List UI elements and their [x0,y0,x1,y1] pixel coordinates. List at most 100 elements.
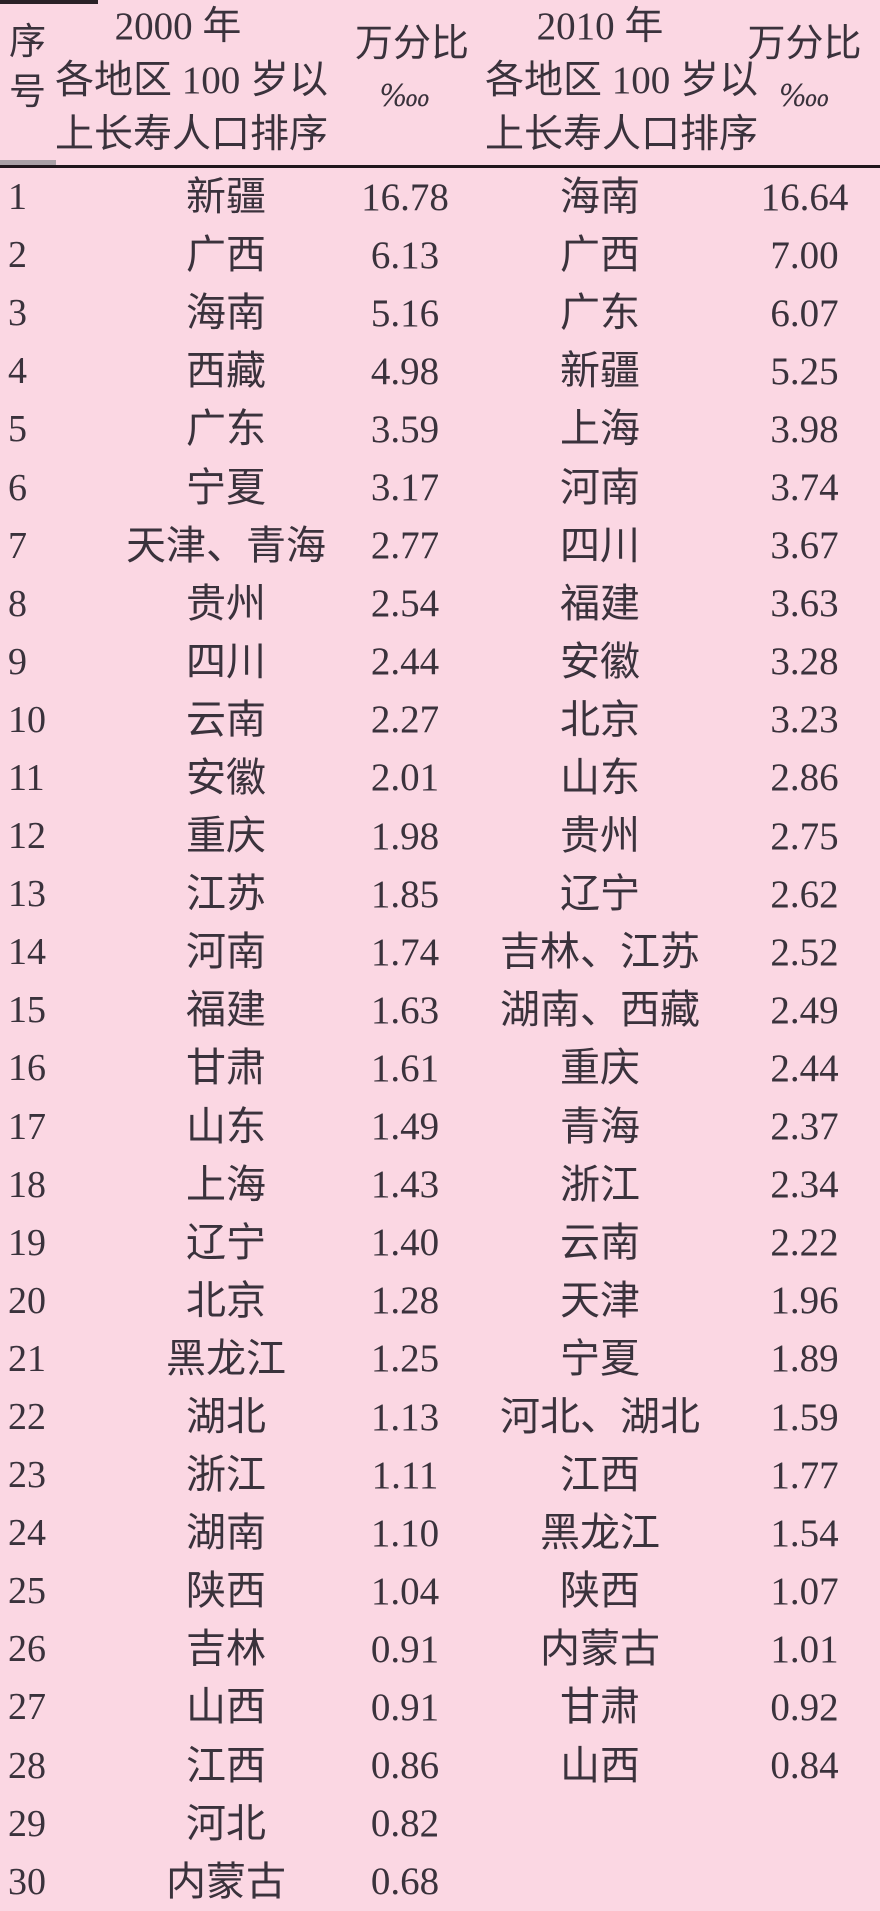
seq-cell: 24 [8,1512,46,1555]
seq-cell: 11 [8,756,45,799]
province-2010-cell: 新疆 [560,348,640,394]
header-2000-line2: 各地区 100 岁以 [55,59,329,102]
province-2000-cell: 北京 [186,1277,266,1323]
province-2010-cell: 四川 [560,522,640,568]
table-row: 2 广西 6.13 广西 7.00 [0,226,880,284]
value-2010-cell: 2.62 [770,872,839,916]
value-2000-cell: 0.68 [370,1860,440,1904]
table-row: 29 河北 0.82 [0,1795,880,1853]
header-2010-line1: 2010 年 [536,5,664,48]
province-2000-cell: 广东 [186,406,266,452]
header-seq-line2: 号 [9,72,46,113]
value-2010-cell: 1.96 [770,1279,839,1323]
value-2000-cell: 0.91 [370,1627,440,1671]
province-2010-cell: 湖南、西藏 [500,987,700,1033]
value-2010-cell: 3.98 [770,407,839,451]
province-2000-cell: 吉林 [186,1626,266,1672]
value-2000-cell: 4.98 [370,349,440,393]
value-2000-cell: 0.82 [370,1802,440,1846]
table-row: 1 新疆 16.78 海南 16.64 [0,168,880,226]
value-2010-cell: 1.59 [770,1395,839,1439]
seq-cell: 9 [8,640,27,683]
province-2000-cell: 河南 [186,929,266,975]
table-row: 19 辽宁 1.40 云南 2.22 [0,1214,880,1272]
table-row: 15 福建 1.63 湖南、西藏 2.49 [0,981,880,1039]
province-2010-cell: 河南 [560,464,640,510]
seq-cell: 14 [8,931,46,974]
seq-cell: 2 [8,234,27,277]
value-2010-cell: 1.07 [770,1569,839,1613]
table-row: 6 宁夏 3.17 河南 3.74 [0,458,880,516]
province-2010-cell: 贵州 [560,813,640,859]
value-2000-cell: 1.13 [370,1395,440,1439]
province-2000-cell: 陕西 [186,1568,266,1614]
value-2000-cell: 2.54 [370,582,440,626]
value-2000-cell: 2.01 [370,756,440,800]
header-2010-line3: 上长寿人口排序 [485,113,759,156]
province-2010-cell: 山东 [560,754,640,800]
seq-cell: 6 [8,466,27,509]
province-2000-cell: 江西 [186,1742,266,1788]
seq-cell: 4 [8,350,27,393]
seq-cell: 3 [8,292,27,335]
province-2000-cell: 天津、青海 [126,522,326,568]
value-2000-cell: 1.49 [370,1105,440,1149]
province-2000-cell: 内蒙古 [166,1858,286,1904]
value-2010-cell: 2.52 [770,930,839,974]
value-2000-cell: 1.63 [370,988,440,1032]
seq-cell: 28 [8,1744,46,1787]
province-2010-cell: 海南 [560,174,640,220]
province-2000-cell: 江苏 [186,871,266,917]
seq-cell: 22 [8,1396,46,1439]
table-row: 13 江苏 1.85 辽宁 2.62 [0,865,880,923]
value-2010-cell: 3.28 [770,640,839,684]
value-2000-cell: 5.16 [370,291,440,335]
province-2010-cell: 辽宁 [560,871,640,917]
table-row: 7 天津、青海 2.77 四川 3.67 [0,517,880,575]
header-2000-ranking-column: 2000 年 各地区 100 岁以 上长寿人口排序 [55,0,355,166]
table-row: 18 上海 1.43 浙江 2.34 [0,1156,880,1214]
value-2000-cell: 1.61 [370,1046,440,1090]
value-2010-cell: 2.86 [770,756,839,800]
province-2010-cell: 河北、湖北 [500,1394,700,1440]
table-row: 10 云南 2.27 北京 3.23 [0,691,880,749]
province-2010-cell: 天津 [560,1277,640,1323]
seq-cell: 26 [8,1628,46,1671]
seq-cell: 8 [8,582,27,625]
header-permyriad-2000-label: 万分比 [355,23,470,65]
seq-cell: 27 [8,1686,46,1729]
province-2010-cell: 山西 [560,1742,640,1788]
province-2000-cell: 安徽 [186,754,266,800]
value-2010-cell: 2.34 [770,1163,839,1207]
header-2000-line1: 2000 年 [114,5,242,48]
table-header-row: 序 号 2000 年 各地区 100 岁以 上长寿人口排序 万分比 ‱ 2010… [0,0,880,166]
seq-cell: 17 [8,1105,46,1148]
header-2000-line3: 上长寿人口排序 [55,113,329,156]
seq-cell: 20 [8,1279,46,1322]
seq-cell: 30 [8,1860,46,1903]
seq-cell: 5 [8,408,27,451]
province-2000-cell: 重庆 [186,813,266,859]
value-2010-cell: 5.25 [770,349,839,393]
value-2010-cell: 7.00 [770,233,839,277]
value-2000-cell: 1.85 [370,872,440,916]
value-2000-cell: 2.77 [370,524,440,568]
seq-cell: 15 [8,989,46,1032]
province-2000-cell: 黑龙江 [166,1335,286,1381]
province-2000-cell: 湖南 [186,1510,266,1556]
seq-cell: 23 [8,1454,46,1497]
seq-cell: 21 [8,1337,46,1380]
value-2010-cell: 16.64 [760,175,849,219]
header-rule-gray-segment [0,160,56,166]
table-row: 24 湖南 1.10 黑龙江 1.54 [0,1504,880,1562]
value-2010-cell: 3.23 [770,698,839,742]
value-2000-cell: 0.91 [370,1685,440,1729]
value-2010-cell: 2.75 [770,814,839,858]
province-2000-cell: 新疆 [186,174,266,220]
province-2010-cell: 黑龙江 [540,1510,660,1556]
province-2010-cell: 江西 [560,1452,640,1498]
value-2010-cell: 1.89 [770,1337,839,1381]
province-2010-cell: 广东 [560,290,640,336]
province-2000-cell: 海南 [186,290,266,336]
value-2000-cell: 1.04 [370,1569,440,1613]
